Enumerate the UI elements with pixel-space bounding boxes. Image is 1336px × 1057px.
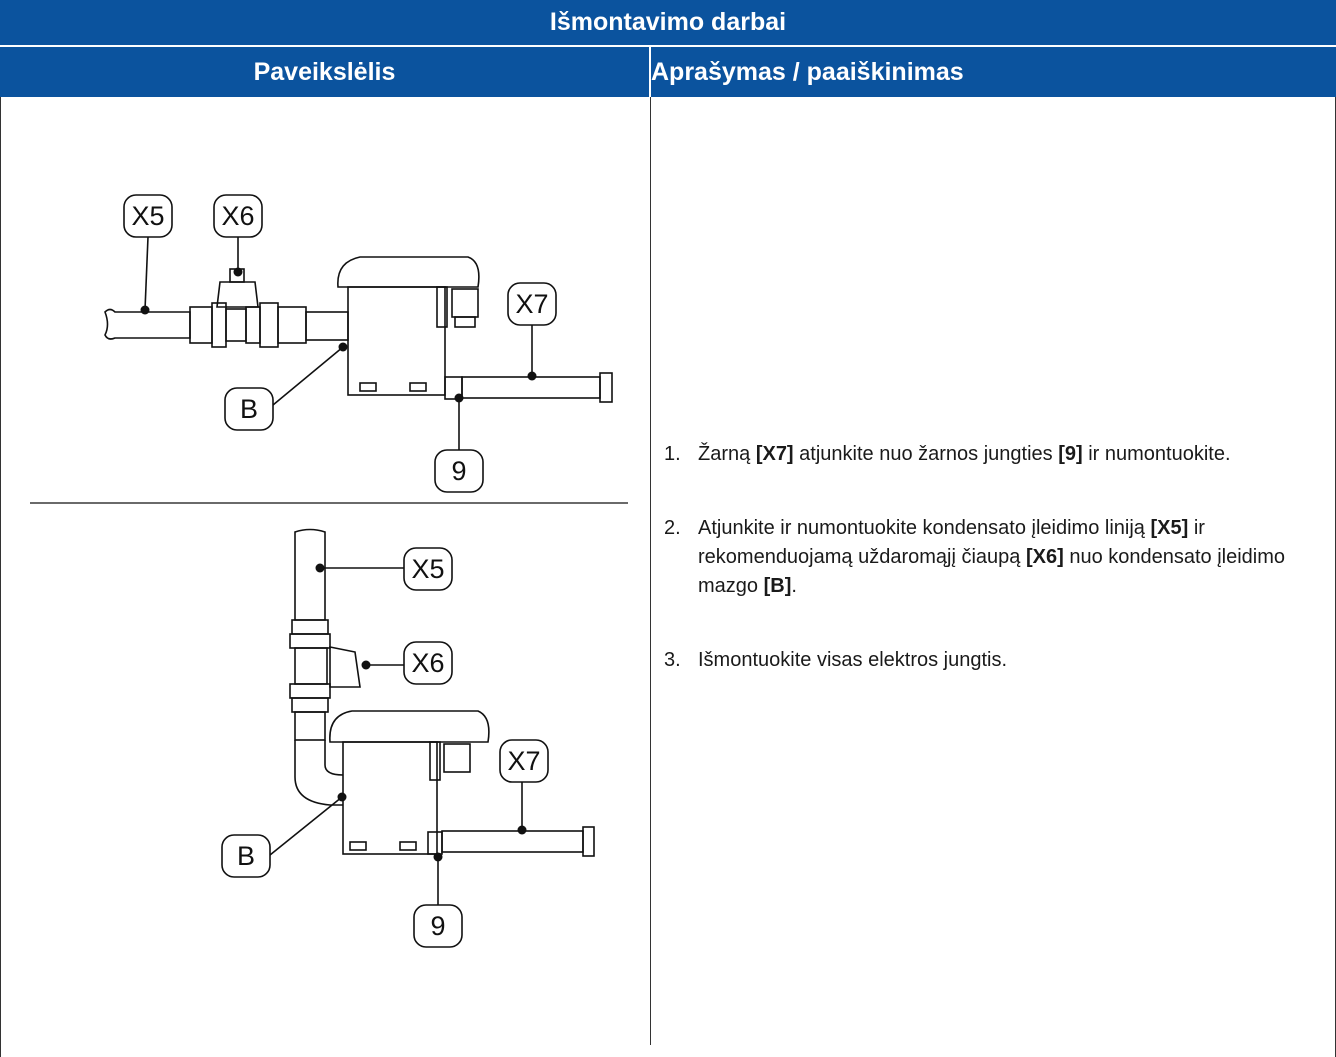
leader-dot [338,342,348,352]
text-run: ir rekomenduojamą uždaromąjį čiaupą [698,517,1205,568]
callout-label: X6 [221,201,254,231]
text-run: ir numontuokite. [1082,443,1231,465]
callout-label: X6 [411,648,444,678]
step: 1. Žarną [X7] atjunkite nuo žarnos jungti… [664,440,1304,469]
step-number: 1. [664,443,681,465]
reference: [B] [763,575,792,597]
reference: [X5] [1150,517,1189,539]
step-text: Atjunkite ir numontuokite kondensato įle… [698,514,1304,601]
reference: [X7] [755,443,794,465]
callout-label: 9 [430,911,445,941]
table-title: Išmontavimo darbai [0,0,1336,47]
column-divider [650,97,651,1045]
text-run: Atjunkite ir numontuokite kondensato įle… [698,517,1151,539]
leader-dot [433,852,443,862]
leader-dot [454,393,464,403]
leader-dot [527,371,537,381]
text-run: . [791,575,797,597]
leader-dot [315,563,325,573]
diagram-horizontal [104,256,613,403]
callout-box [413,904,463,948]
step-number: 2. [664,517,681,539]
figure: X5 X6 X7 B 9 X5 X6 X7 B 9 [30,194,628,948]
leader-dot [361,660,371,670]
callout-box [224,387,274,431]
callout-box [434,449,484,493]
leader-line [269,796,343,856]
leader-line [144,236,149,311]
column-header: Aprašymas / paaiškinimas [651,47,1336,97]
callout-box [221,834,271,878]
text-run: Išmontuokite visas elektros jungtis. [698,649,1008,671]
callout-box [507,282,557,326]
callout-label: X7 [515,289,548,319]
callout-label: X7 [507,746,540,776]
callout-box [403,641,453,685]
text-run: atjunkite nuo žarnos jungties [793,443,1059,465]
callout-box [213,194,263,238]
callout-label: B [237,841,255,871]
text-run: nuo kondensato įleidimo mazgo [698,546,1286,597]
leader-dot [337,792,347,802]
callout-label: 9 [451,456,466,486]
callout-label: X5 [411,554,444,584]
column-header: Paveikslėlis [0,47,649,97]
leader-dot [517,825,527,835]
step-text: Išmontuokite visas elektros jungtis. [698,646,1007,675]
step-list: 1. Žarną [X7] atjunkite nuo žarnos jungti… [664,440,1304,720]
reference: [X6] [1025,546,1064,568]
callout-label: B [240,394,258,424]
text-run: Žarną [698,443,756,465]
step-number: 3. [664,649,681,671]
callout-box [403,547,453,591]
callout-label: X5 [131,201,164,231]
callout-box [499,739,549,783]
step-text: Žarną [X7] atjunkite nuo žarnos jungties… [698,440,1231,469]
reference: [9] [1058,443,1083,465]
leader-dot [140,305,150,315]
leader-dot [233,267,243,277]
step: 3. Išmontuokite visas elektros jungtis. [664,646,1304,675]
step: 2. Atjunkite ir numontuokite kondensato į… [664,514,1304,601]
callout-box [123,194,173,238]
leader-line [272,346,344,406]
